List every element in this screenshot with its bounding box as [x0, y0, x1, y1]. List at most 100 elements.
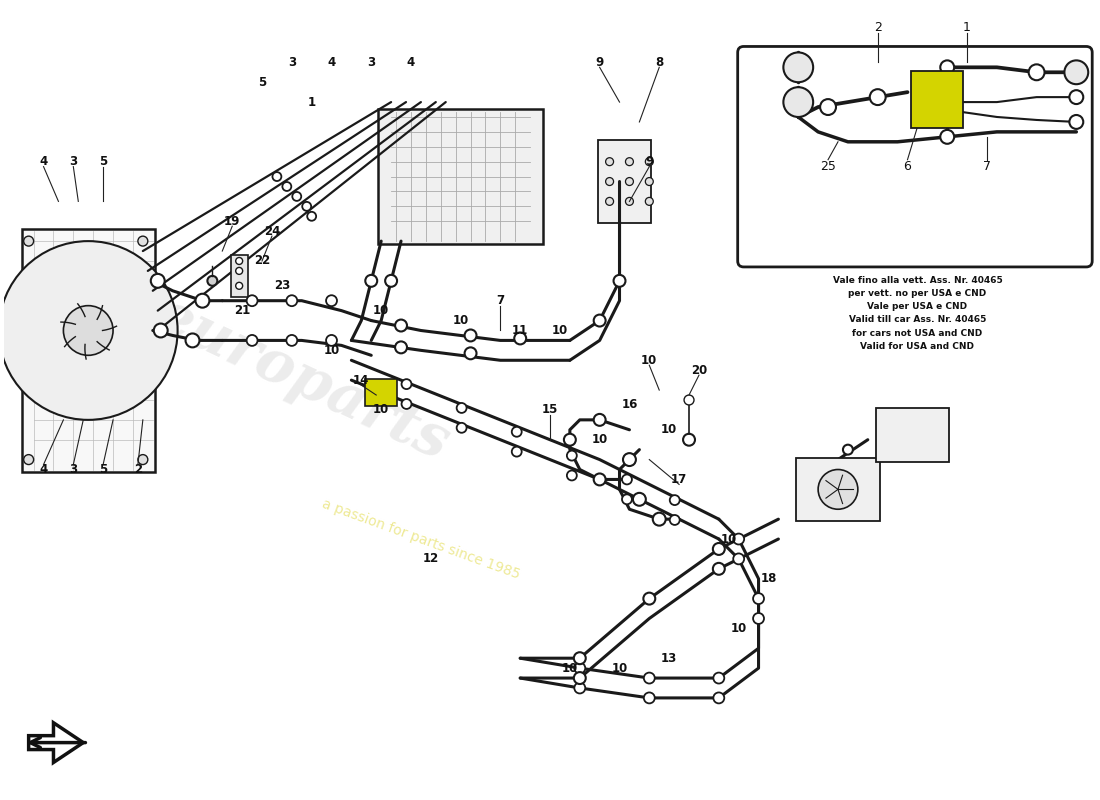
- Text: europarts: europarts: [145, 287, 458, 473]
- Circle shape: [326, 295, 337, 306]
- Text: 4: 4: [407, 56, 415, 69]
- Text: 5: 5: [99, 155, 108, 168]
- FancyBboxPatch shape: [378, 109, 543, 244]
- Circle shape: [734, 554, 744, 564]
- Circle shape: [843, 445, 852, 454]
- Circle shape: [286, 295, 297, 306]
- Circle shape: [235, 267, 243, 274]
- Text: 13: 13: [661, 652, 678, 665]
- Circle shape: [713, 543, 725, 555]
- Text: 16: 16: [621, 398, 638, 411]
- FancyBboxPatch shape: [912, 71, 964, 128]
- Circle shape: [395, 319, 407, 331]
- Text: 10: 10: [373, 304, 389, 317]
- Circle shape: [456, 403, 466, 413]
- Text: 9: 9: [646, 155, 653, 168]
- Text: 12: 12: [422, 552, 439, 566]
- Text: 7: 7: [983, 160, 991, 173]
- Text: 3: 3: [288, 56, 296, 69]
- FancyBboxPatch shape: [796, 458, 880, 521]
- Circle shape: [293, 192, 301, 201]
- Circle shape: [940, 130, 954, 144]
- Circle shape: [821, 99, 836, 115]
- Circle shape: [870, 89, 886, 105]
- Circle shape: [713, 563, 725, 574]
- Circle shape: [302, 202, 311, 211]
- Text: 3: 3: [69, 463, 77, 476]
- Text: 11: 11: [513, 324, 528, 337]
- Circle shape: [594, 474, 606, 486]
- Text: 1: 1: [964, 21, 971, 34]
- Circle shape: [646, 158, 653, 166]
- Circle shape: [574, 662, 585, 674]
- Circle shape: [246, 335, 257, 346]
- Text: 10: 10: [612, 662, 628, 674]
- Circle shape: [594, 414, 606, 426]
- Circle shape: [208, 276, 218, 286]
- Circle shape: [614, 275, 626, 286]
- Circle shape: [574, 652, 585, 664]
- Circle shape: [326, 335, 337, 346]
- Text: 4: 4: [40, 155, 47, 168]
- Circle shape: [646, 178, 653, 186]
- Text: 10: 10: [373, 403, 389, 417]
- Circle shape: [64, 306, 113, 355]
- Circle shape: [1028, 64, 1045, 80]
- Circle shape: [456, 423, 466, 433]
- Text: Vale fino alla vett. Ass. Nr. 40465
per vett. no per USA e CND
Vale per USA e CN: Vale fino alla vett. Ass. Nr. 40465 per …: [833, 276, 1002, 351]
- Circle shape: [644, 693, 654, 703]
- Circle shape: [138, 454, 147, 465]
- FancyBboxPatch shape: [597, 140, 651, 223]
- FancyBboxPatch shape: [876, 408, 949, 462]
- Circle shape: [734, 534, 744, 545]
- Circle shape: [286, 335, 297, 346]
- Text: 10: 10: [323, 344, 340, 357]
- Text: 10: 10: [730, 622, 747, 635]
- Text: 7: 7: [496, 294, 505, 307]
- Text: 10: 10: [562, 662, 578, 674]
- Text: 10: 10: [592, 434, 608, 446]
- Circle shape: [402, 399, 411, 409]
- Circle shape: [307, 212, 316, 221]
- Circle shape: [574, 682, 585, 694]
- Circle shape: [564, 434, 575, 446]
- Circle shape: [818, 470, 858, 510]
- Circle shape: [512, 446, 521, 457]
- Circle shape: [365, 275, 377, 286]
- Circle shape: [606, 158, 614, 166]
- Circle shape: [632, 493, 646, 506]
- Circle shape: [644, 673, 654, 683]
- Circle shape: [683, 434, 695, 446]
- Circle shape: [186, 334, 199, 347]
- Circle shape: [464, 330, 476, 342]
- Text: 24: 24: [264, 225, 280, 238]
- Circle shape: [154, 323, 167, 338]
- Text: 10: 10: [552, 324, 568, 337]
- Text: 4: 4: [328, 56, 336, 69]
- Circle shape: [940, 60, 954, 74]
- Circle shape: [1065, 60, 1088, 84]
- Circle shape: [652, 513, 666, 526]
- Circle shape: [402, 379, 411, 389]
- Circle shape: [515, 333, 526, 344]
- Text: 17: 17: [671, 473, 688, 486]
- Circle shape: [574, 672, 585, 684]
- Circle shape: [566, 470, 576, 481]
- Circle shape: [283, 182, 292, 191]
- Circle shape: [1069, 115, 1084, 129]
- Text: 2: 2: [873, 21, 881, 34]
- Circle shape: [196, 294, 209, 308]
- Circle shape: [606, 198, 614, 206]
- Circle shape: [1069, 90, 1084, 104]
- Circle shape: [273, 172, 282, 181]
- Circle shape: [783, 87, 813, 117]
- Circle shape: [395, 342, 407, 354]
- Circle shape: [464, 347, 476, 359]
- Circle shape: [606, 178, 614, 186]
- Circle shape: [626, 198, 634, 206]
- Circle shape: [646, 198, 653, 206]
- Circle shape: [670, 515, 680, 525]
- FancyBboxPatch shape: [738, 46, 1092, 267]
- Text: 3: 3: [69, 155, 77, 168]
- Circle shape: [385, 275, 397, 286]
